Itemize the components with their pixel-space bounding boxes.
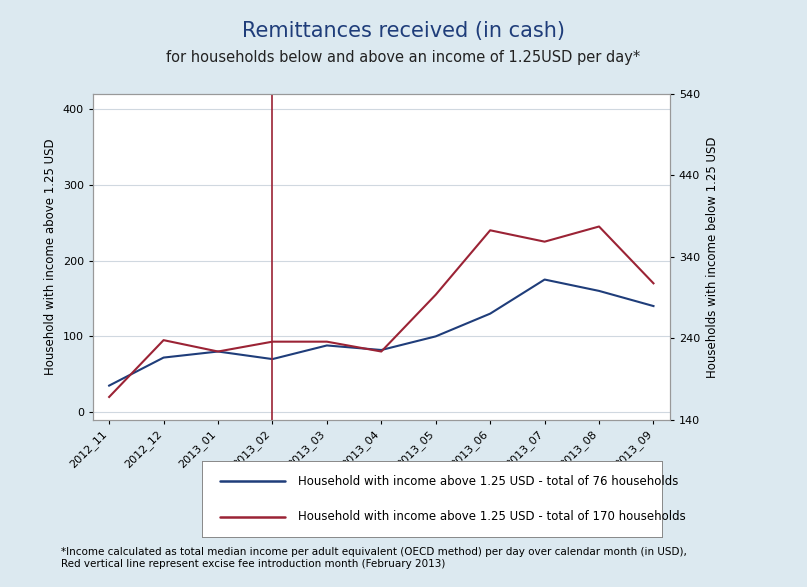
Text: Household with income above 1.25 USD - total of 170 households: Household with income above 1.25 USD - t… <box>299 510 686 523</box>
Text: *Income calculated as total median income per adult equivalent (OECD method) per: *Income calculated as total median incom… <box>61 547 687 557</box>
Text: for households below and above an income of 1.25USD per day*: for households below and above an income… <box>166 50 641 65</box>
Text: Red vertical line represent excise fee introduction month (February 2013): Red vertical line represent excise fee i… <box>61 559 445 569</box>
Text: Household with income above 1.25 USD - total of 76 households: Household with income above 1.25 USD - t… <box>299 475 679 488</box>
Y-axis label: Households with income below 1.25 USD: Households with income below 1.25 USD <box>705 136 719 377</box>
Y-axis label: Household with income above 1.25 USD: Household with income above 1.25 USD <box>44 139 57 375</box>
Text: Remittances received (in cash): Remittances received (in cash) <box>242 21 565 41</box>
X-axis label: Year_month: Year_month <box>341 476 422 490</box>
